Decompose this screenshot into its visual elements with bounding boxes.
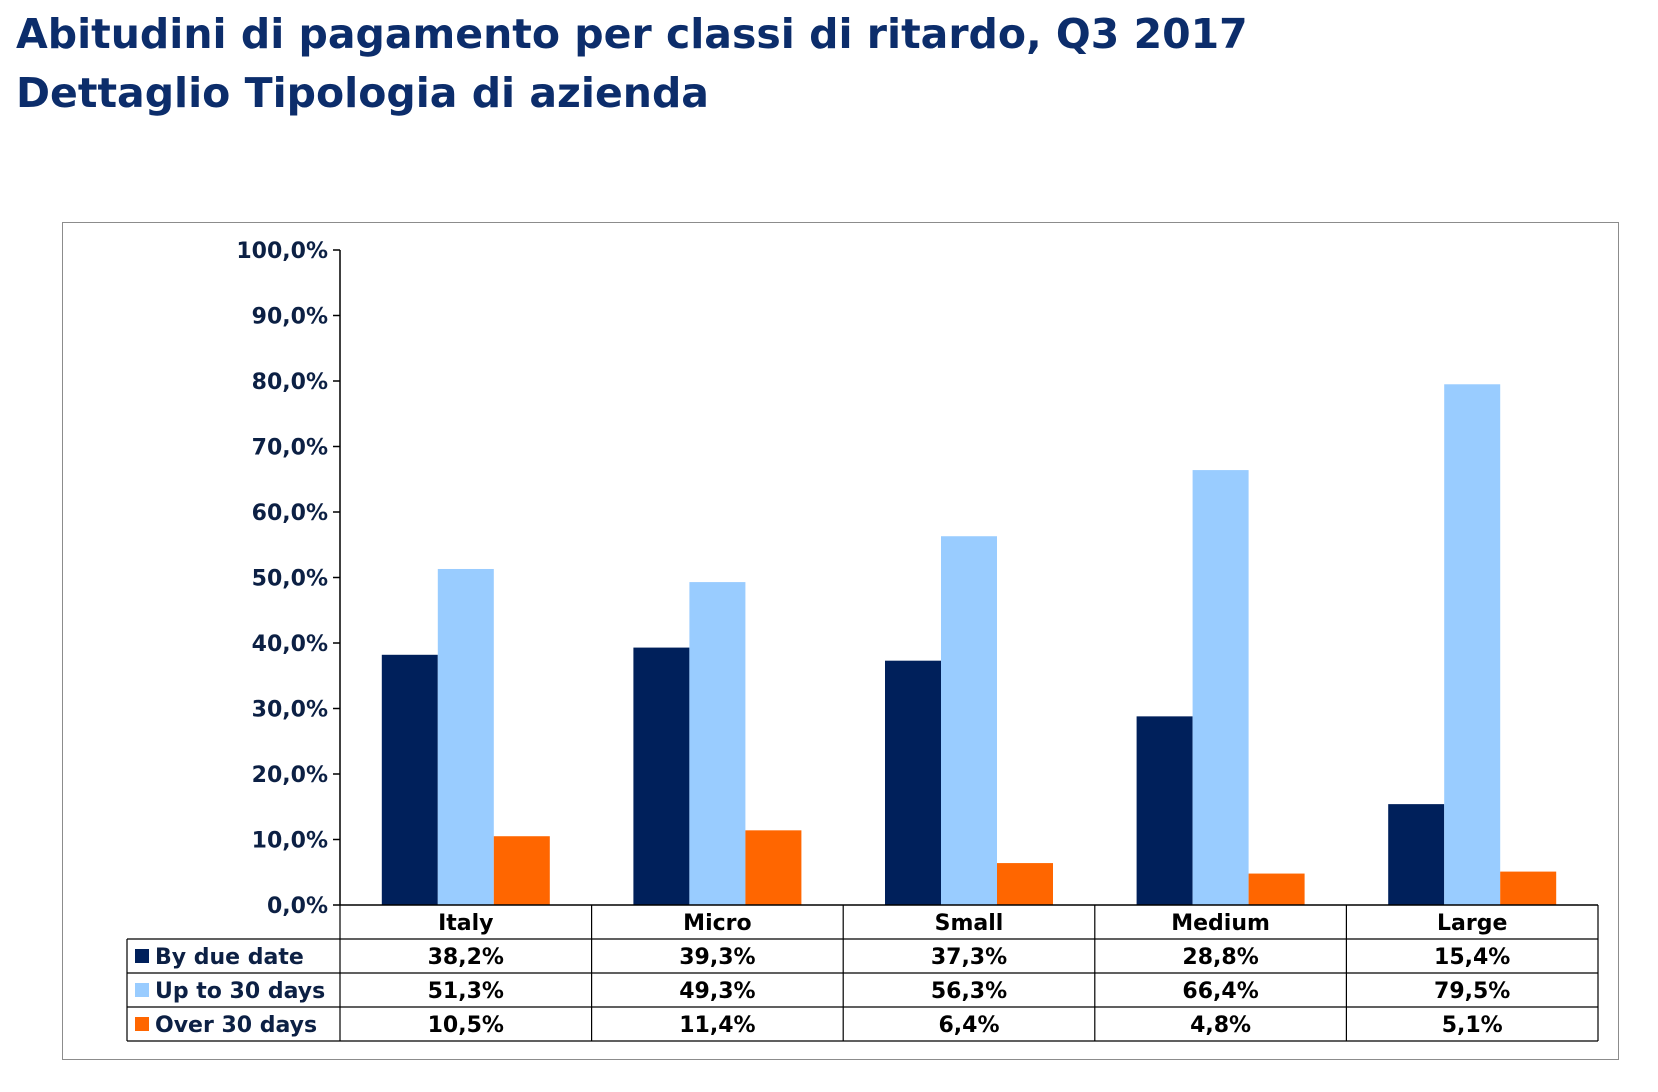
- category-label-large: Large: [1437, 911, 1507, 936]
- legend-swatch-over-30-days: [135, 1017, 149, 1031]
- category-label-medium: Medium: [1171, 911, 1270, 936]
- bar-over-30-days-italy: [493, 836, 550, 905]
- y-tick-label: 70,0%: [252, 436, 328, 461]
- bar-by-due-date-small: [885, 660, 941, 905]
- y-tick-label: 30,0%: [252, 698, 328, 723]
- bar-over-30-days-small: [997, 863, 1053, 905]
- y-tick-label: 10,0%: [252, 829, 328, 854]
- legend-swatch-by-due-date: [135, 949, 149, 963]
- chart-frame: [62, 222, 1619, 1060]
- page-title: Abitudini di pagamento per classi di rit…: [16, 10, 1248, 58]
- table-cell-value: 79,5%: [1434, 979, 1510, 1004]
- table-cell-value: 5,1%: [1442, 1013, 1503, 1038]
- category-label-micro: Micro: [683, 911, 751, 936]
- y-tick-label: 90,0%: [252, 305, 328, 330]
- table-cell-value: 49,3%: [679, 979, 755, 1004]
- bar-up-to-30-days-italy: [437, 568, 494, 905]
- page-subtitle: Dettaglio Tipologia di azienda: [16, 69, 709, 117]
- y-tick-label: 40,0%: [252, 632, 328, 657]
- table-cell-value: 37,3%: [931, 945, 1007, 970]
- y-tick-label: 80,0%: [252, 370, 328, 395]
- bar-over-30-days-micro: [745, 830, 802, 905]
- y-tick-label: 20,0%: [252, 763, 328, 788]
- table-cell-value: 51,3%: [428, 979, 504, 1004]
- table-cell-value: 38,2%: [428, 945, 504, 970]
- table-cell-value: 66,4%: [1182, 979, 1258, 1004]
- bar-over-30-days-large: [1500, 871, 1557, 905]
- y-tick-label: 50,0%: [252, 567, 328, 592]
- table-cell-value: 39,3%: [679, 945, 755, 970]
- bar-up-to-30-days-small: [941, 536, 997, 905]
- legend-label-up-to-30-days: Up to 30 days: [155, 979, 325, 1004]
- table-cell-value: 10,5%: [428, 1013, 504, 1038]
- table-cell-value: 4,8%: [1190, 1013, 1251, 1038]
- legend-label-by-due-date: By due date: [155, 945, 304, 970]
- category-label-italy: Italy: [438, 911, 493, 936]
- table-cell-value: 6,4%: [938, 1013, 999, 1038]
- table-cell-value: 15,4%: [1434, 945, 1510, 970]
- bar-up-to-30-days-medium: [1192, 470, 1249, 905]
- legend-swatch-up-to-30-days: [135, 983, 149, 997]
- bar-up-to-30-days-large: [1444, 384, 1501, 905]
- category-label-small: Small: [935, 911, 1004, 936]
- bar-over-30-days-medium: [1248, 873, 1305, 905]
- bar-by-due-date-italy: [381, 654, 438, 905]
- legend-label-over-30-days: Over 30 days: [155, 1013, 317, 1038]
- bar-by-due-date-medium: [1136, 716, 1193, 905]
- bar-up-to-30-days-micro: [689, 582, 746, 905]
- y-tick-label: 100,0%: [236, 239, 328, 264]
- table-cell-value: 28,8%: [1182, 945, 1258, 970]
- y-tick-label: 60,0%: [252, 501, 328, 526]
- y-tick-label: 0,0%: [267, 894, 328, 919]
- bar-by-due-date-micro: [633, 647, 690, 905]
- bar-by-due-date-large: [1388, 804, 1445, 905]
- table-cell-value: 56,3%: [931, 979, 1007, 1004]
- table-cell-value: 11,4%: [679, 1013, 755, 1038]
